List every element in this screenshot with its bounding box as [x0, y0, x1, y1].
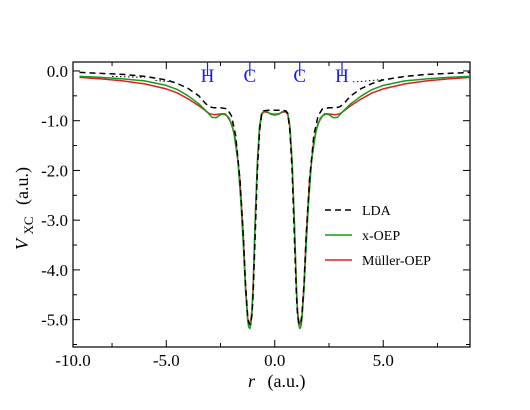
plot-frame — [72, 61, 471, 348]
x-axis-symbol: r — [248, 371, 256, 391]
y-axis-subscript: XC — [21, 216, 36, 234]
x-tick-label: 0.0 — [264, 351, 285, 370]
legend-label-x-oep: x-OEP — [362, 229, 400, 244]
y-tick-label: -5.0 — [41, 311, 68, 330]
y-tick-label: -1.0 — [41, 112, 68, 131]
atom-label: C — [243, 66, 256, 87]
atom-label: H — [201, 66, 215, 87]
y-axis-title: V XC (a.u.) — [12, 167, 37, 250]
reference-curve-2 — [111, 75, 145, 78]
y-tick-label: -4.0 — [41, 261, 68, 280]
legend: LDA x-OEP Müller-OEP — [325, 204, 431, 269]
x-tick-label: 5.0 — [373, 351, 394, 370]
y-tick-label: -2.0 — [41, 161, 68, 180]
y-axis-symbol: V — [12, 237, 32, 250]
reference-curve-1 — [352, 78, 384, 83]
x-tick-label: -5.0 — [153, 351, 180, 370]
x-tick-label: -10.0 — [55, 351, 90, 370]
legend-label-m-ller-oep: Müller-OEP — [362, 254, 431, 269]
y-axis-ticks: 0.0 -1.0 -2.0 -3.0 -4.0 -5.0 — [41, 62, 470, 346]
x-axis-unit: (a.u.) — [268, 371, 306, 392]
x-axis-title: r (a.u.) — [248, 371, 306, 392]
series-line-lda — [79, 71, 471, 326]
x-axis-ticks: -10.0 -5.0 0.0 5.0 — [55, 62, 438, 370]
series-line-m-ller-oep — [79, 76, 471, 326]
y-tick-label: -3.0 — [41, 211, 68, 230]
series-lines — [79, 71, 471, 330]
series-line-x-oep — [79, 75, 471, 330]
legend-label-lda: LDA — [362, 204, 392, 219]
y-tick-label: 0.0 — [47, 62, 68, 81]
atom-label: H — [335, 66, 349, 87]
atom-label: C — [293, 66, 306, 87]
y-axis-unit: (a.u.) — [12, 167, 33, 205]
reference-curves — [111, 75, 384, 83]
